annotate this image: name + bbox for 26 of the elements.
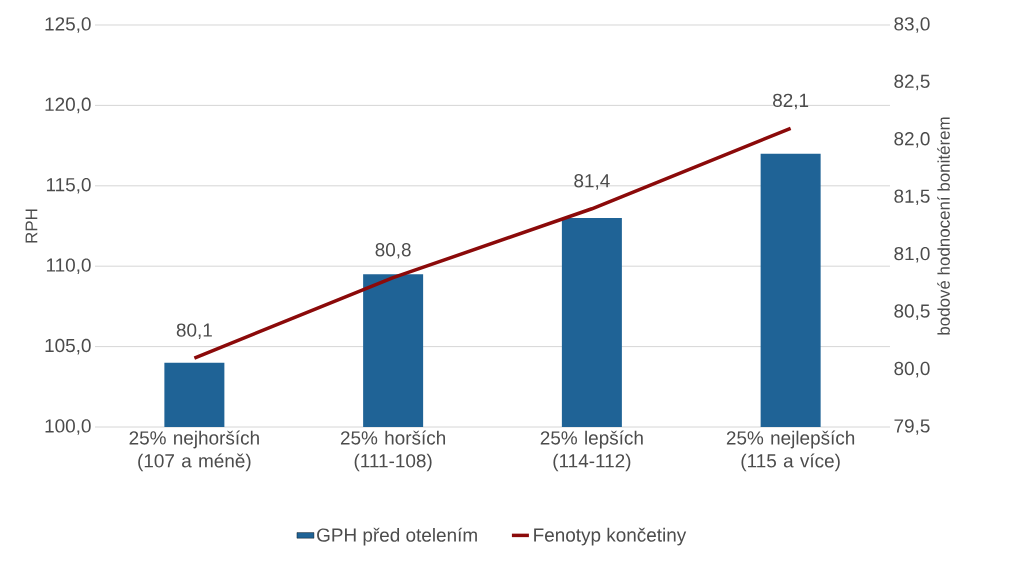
y-tick-label: 100,0 xyxy=(45,419,91,435)
y2-axis-title: bodové hodnocení bonitérem xyxy=(937,117,950,335)
x-tick-label: 25% lepších (114-112) xyxy=(540,430,643,472)
x-tick-label: 25% nejlepších (115 a více) xyxy=(726,430,855,472)
y-tick-label: 115,0 xyxy=(46,177,91,194)
y2-tick-label: 81,0 xyxy=(894,246,930,263)
y-tick-label: 110,0 xyxy=(46,258,91,275)
y-tick-label: 120,0 xyxy=(45,97,91,114)
legend-label: Fenotyp končetiny xyxy=(534,527,687,546)
y2-tick-label: 80,5 xyxy=(894,304,930,320)
legend-label: GPH před otelením xyxy=(317,527,477,546)
y2-tick-label: 83,0 xyxy=(894,17,930,33)
y2-tick-label: 79,5 xyxy=(894,419,930,435)
data-label: 80,1 xyxy=(176,323,212,340)
y2-tick-label: 80,0 xyxy=(894,361,930,378)
data-label: 81,4 xyxy=(574,174,610,190)
data-label: 82,1 xyxy=(773,93,809,110)
data-label: 80,8 xyxy=(375,242,411,259)
x-tick-label: 25% horších (111-108) xyxy=(340,430,446,472)
y2-tick-label: 81,5 xyxy=(894,189,930,206)
y-tick-label: 125,0 xyxy=(45,17,91,33)
y-axis-title: RPH xyxy=(25,209,38,243)
x-tick-label: 25% nejhorších (107 a méně) xyxy=(129,430,259,472)
y2-tick-label: 82,0 xyxy=(894,132,930,148)
y-tick-label: 105,0 xyxy=(45,338,91,355)
y2-tick-label: 82,5 xyxy=(894,74,930,91)
